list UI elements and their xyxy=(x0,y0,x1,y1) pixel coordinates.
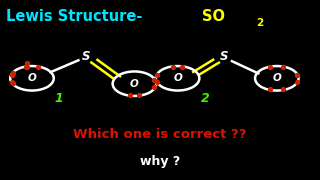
Text: O: O xyxy=(272,73,281,83)
Text: O: O xyxy=(173,73,182,83)
Text: O: O xyxy=(130,79,139,89)
Text: S: S xyxy=(220,50,228,63)
Text: 1: 1 xyxy=(55,93,64,105)
Text: 2: 2 xyxy=(200,93,209,105)
Text: S: S xyxy=(82,50,91,63)
Text: Which one is correct ??: Which one is correct ?? xyxy=(73,129,247,141)
Text: O: O xyxy=(28,73,36,83)
Text: SO: SO xyxy=(202,9,225,24)
Text: 2: 2 xyxy=(256,18,263,28)
Text: why ?: why ? xyxy=(140,156,180,168)
Text: Lewis Structure-: Lewis Structure- xyxy=(6,9,143,24)
